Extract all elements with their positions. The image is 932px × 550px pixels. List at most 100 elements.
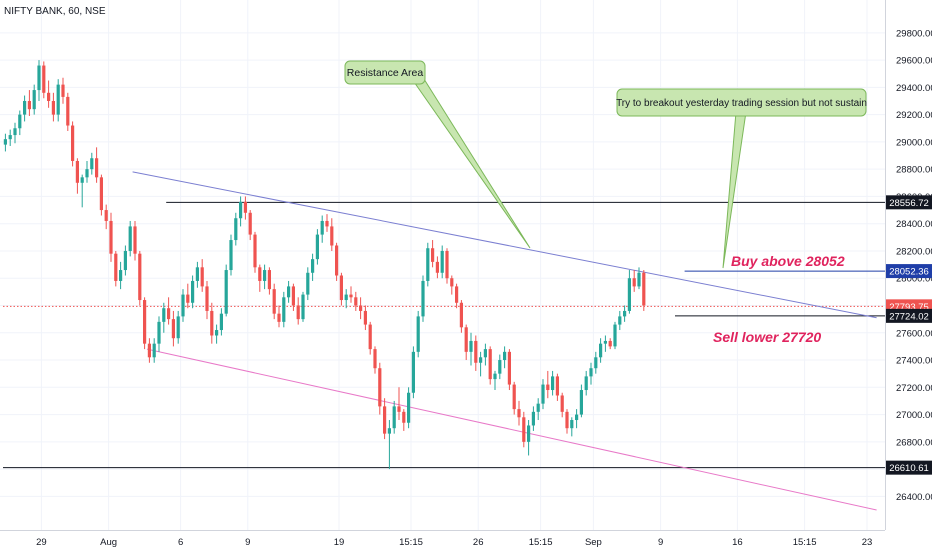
candle xyxy=(291,283,295,311)
candle xyxy=(99,174,103,216)
candle xyxy=(143,297,147,350)
y-tick-label: 27200.00 xyxy=(896,383,932,394)
candle xyxy=(469,332,473,366)
candle xyxy=(527,420,531,456)
candle xyxy=(517,400,521,426)
horizontal-lines xyxy=(3,201,885,469)
x-tick-label: 29 xyxy=(36,537,47,548)
price-tag: 28556.72 xyxy=(886,195,932,210)
candle xyxy=(450,275,454,295)
x-tick-label: Aug xyxy=(100,537,117,548)
candle xyxy=(258,264,262,292)
candle xyxy=(613,321,617,350)
y-tick-label: 27400.00 xyxy=(896,356,932,367)
candle xyxy=(541,379,545,410)
candle xyxy=(594,351,598,374)
candle xyxy=(71,121,75,167)
candle xyxy=(536,398,540,421)
candle xyxy=(546,370,550,399)
candle xyxy=(200,259,204,292)
candle xyxy=(512,381,516,415)
candle xyxy=(51,92,55,122)
candle xyxy=(435,256,439,279)
y-tick-label: 28200.00 xyxy=(896,246,932,257)
candle xyxy=(253,231,257,273)
candle xyxy=(248,210,252,241)
candle xyxy=(267,267,271,295)
candle xyxy=(440,245,444,279)
candle xyxy=(479,351,483,377)
candle xyxy=(272,283,276,320)
candle xyxy=(234,212,238,246)
symbol-label[interactable]: NIFTY BANK, 60, NSE xyxy=(4,6,106,17)
candle xyxy=(565,409,569,434)
candle xyxy=(23,95,27,122)
x-axis[interactable]: 29 Aug 6 9 19 15:15 26 15:15 Sep 9 16 15:15 23 xyxy=(36,537,872,548)
candle xyxy=(608,338,612,350)
x-tick-label: 15:15 xyxy=(399,537,423,548)
candle xyxy=(483,343,487,366)
candle xyxy=(95,147,99,183)
candle xyxy=(167,297,171,325)
candle xyxy=(445,248,449,284)
candle xyxy=(80,174,84,208)
candle xyxy=(18,110,22,136)
candle xyxy=(335,242,339,281)
y-tick-label: 28000.00 xyxy=(896,274,932,285)
candle xyxy=(277,305,281,328)
y-tick-label: 29200.00 xyxy=(896,110,932,121)
trend-line[interactable] xyxy=(132,171,877,319)
svg-text:27793.75: 27793.75 xyxy=(889,302,929,313)
candle xyxy=(66,92,70,131)
x-tick-label: 23 xyxy=(862,537,873,548)
candle xyxy=(133,220,137,261)
candle xyxy=(344,289,348,309)
candle xyxy=(584,370,588,396)
candle xyxy=(32,84,36,115)
resistance-area-callout[interactable]: Resistance Area xyxy=(344,60,531,249)
price-tag: 28052.36 xyxy=(886,264,932,279)
candle xyxy=(387,420,391,470)
candle xyxy=(522,411,526,448)
candle xyxy=(416,310,420,358)
x-tick-label: Sep xyxy=(585,537,602,548)
x-tick-label: 6 xyxy=(178,537,183,548)
candle xyxy=(320,215,324,243)
candle xyxy=(579,384,583,418)
candle xyxy=(56,79,60,122)
candle xyxy=(349,286,353,303)
candle xyxy=(205,280,209,320)
trend-line[interactable] xyxy=(146,348,877,511)
svg-text:28052.36: 28052.36 xyxy=(889,267,929,278)
candle xyxy=(363,305,367,331)
svg-text:26610.61: 26610.61 xyxy=(889,463,929,474)
candle xyxy=(109,212,113,262)
candle xyxy=(8,129,12,146)
candle xyxy=(75,158,79,194)
trend-lines xyxy=(132,171,877,511)
candle xyxy=(239,196,243,227)
candle xyxy=(392,400,396,434)
candle xyxy=(464,324,468,361)
candles xyxy=(3,60,646,470)
candle xyxy=(210,302,214,344)
candle xyxy=(287,280,291,303)
candle xyxy=(282,291,286,328)
candle xyxy=(426,242,430,287)
breakout-callout[interactable]: Try to breakout yesterday trading sessio… xyxy=(616,88,867,269)
candle xyxy=(359,297,363,320)
candle xyxy=(589,362,593,385)
candle xyxy=(37,60,41,101)
candle xyxy=(368,321,372,355)
x-tick-label: 9 xyxy=(658,537,663,548)
candle xyxy=(104,204,108,230)
candle xyxy=(459,300,463,333)
candle xyxy=(411,346,415,399)
candle xyxy=(181,289,185,322)
candle xyxy=(191,275,195,309)
candle xyxy=(503,346,507,369)
candle xyxy=(215,324,219,344)
candle xyxy=(431,240,435,268)
